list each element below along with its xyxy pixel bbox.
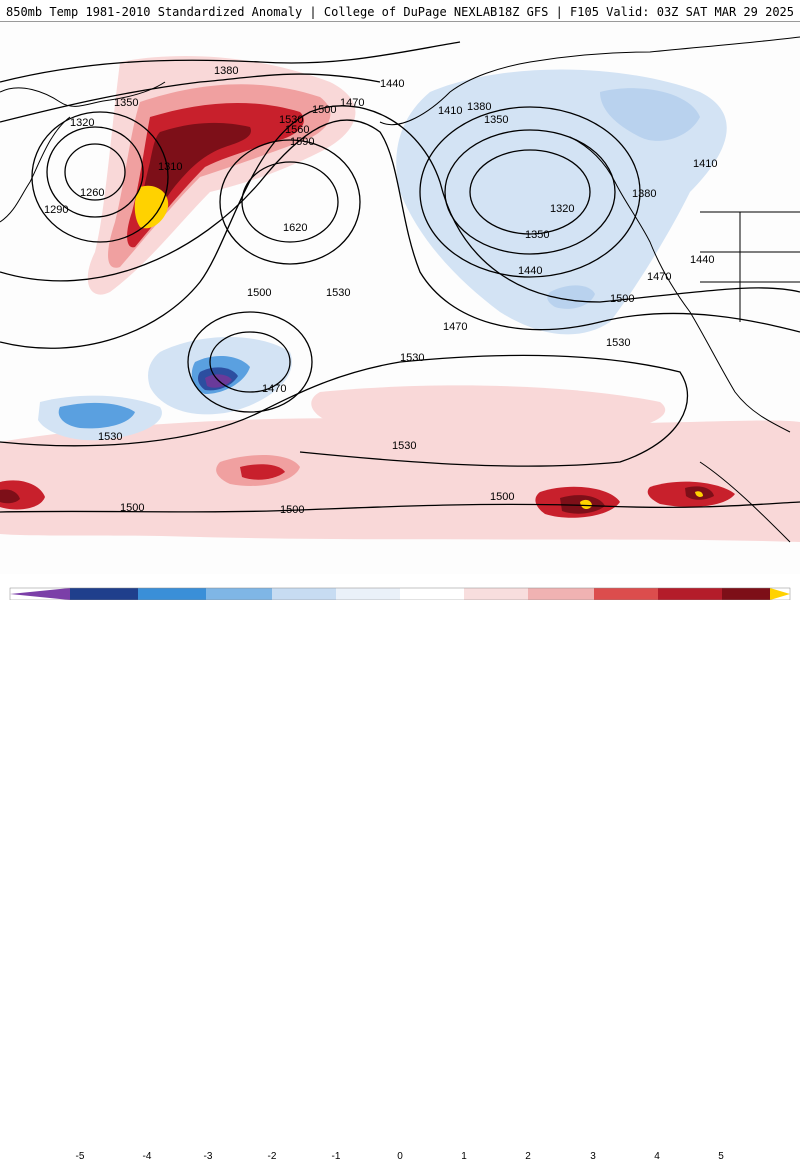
- contour-label: 1440: [380, 78, 404, 90]
- warm-anomaly-shading: [0, 56, 800, 542]
- contour-label: 1440: [690, 254, 714, 266]
- contour-label: 1500: [490, 491, 514, 503]
- legend-tick: -3: [203, 1151, 213, 1162]
- legend-color-swatch: [138, 588, 206, 600]
- legend-tick: -1: [331, 1151, 341, 1162]
- legend-color-swatch: [658, 588, 722, 600]
- legend-tick: 4: [654, 1151, 660, 1162]
- contour-label: 1260: [80, 187, 104, 199]
- contour-label: 1320: [70, 117, 94, 129]
- contour-label: 1560: [285, 124, 309, 136]
- map-title-bar: 850mb Temp 1981-2010 Standardized Anomal…: [0, 0, 800, 22]
- legend-tick: 5: [718, 1151, 724, 1162]
- legend-color-swatch: [528, 588, 594, 600]
- legend-color-swatch: [70, 588, 138, 600]
- legend-tick: 2: [525, 1151, 531, 1162]
- contour-label: 1470: [262, 383, 286, 395]
- legend-color-swatch: [770, 588, 790, 600]
- legend-color-swatch: [206, 588, 272, 600]
- height-contours: [0, 41, 800, 513]
- contour-label: 1380: [467, 101, 491, 113]
- contour-label: 1530: [98, 431, 122, 443]
- contour-label: 1500: [610, 293, 634, 305]
- legend-color-swatch: [594, 588, 658, 600]
- legend-tick: -2: [267, 1151, 277, 1162]
- contour-label: 1590: [290, 136, 314, 148]
- contour-label: 1410: [693, 158, 717, 170]
- contour-label: 1350: [114, 97, 138, 109]
- contour-label: 1380: [214, 65, 238, 77]
- contour-labels: 1380 1350 1320 1290 1260 1310 1500 1530 …: [44, 65, 717, 516]
- contour-label: 1500: [120, 502, 144, 514]
- contour-label: 1350: [484, 114, 508, 126]
- contour-label: 1470: [340, 97, 364, 109]
- contour-label: 1530: [392, 440, 416, 452]
- contour-label: 1620: [283, 222, 307, 234]
- contour-label: 1500: [280, 504, 304, 516]
- weather-map: 1380 1350 1320 1290 1260 1310 1500 1530 …: [0, 22, 800, 574]
- contour-label: 1530: [606, 337, 630, 349]
- legend-tick: -4: [142, 1151, 152, 1162]
- contour-label: 1310: [158, 161, 182, 173]
- legend-color-swatch: [336, 588, 400, 600]
- contour-label: 1500: [312, 104, 336, 116]
- legend-colorbar: [9, 587, 791, 601]
- legend-tick: 0: [397, 1151, 403, 1162]
- contour-label: 1350: [525, 229, 549, 241]
- contour-label: 1470: [443, 321, 467, 333]
- legend-color-swatch: [400, 588, 464, 600]
- legend-color-swatch: [464, 588, 528, 600]
- legend-color-swatch: [272, 588, 336, 600]
- legend-tick: -5: [75, 1151, 85, 1162]
- contour-label: 1470: [647, 271, 671, 283]
- contour-label: 1410: [438, 105, 462, 117]
- map-title: 850mb Temp 1981-2010 Standardized Anomal…: [6, 5, 498, 19]
- contour-label: 1500: [247, 287, 271, 299]
- model-run-info: 18Z GFS | F105 Valid: 03Z SAT MAR 29 202…: [497, 5, 794, 19]
- contour-label: 1440: [518, 265, 542, 277]
- legend-tick: 1: [461, 1151, 467, 1162]
- legend-color-swatch: [722, 588, 770, 600]
- anomaly-legend: -5 -4 -3 -2 -1 0 1 2 3 4 5: [0, 574, 800, 1162]
- contour-label: 1380: [632, 188, 656, 200]
- contour-label: 1530: [400, 352, 424, 364]
- contour-label: 1320: [550, 203, 574, 215]
- legend-color-swatch: [10, 588, 70, 600]
- cold-anomaly-shading: [38, 69, 727, 441]
- legend-tick: 3: [590, 1151, 596, 1162]
- map-canvas: 1380 1350 1320 1290 1260 1310 1500 1530 …: [0, 36, 800, 543]
- contour-label: 1530: [279, 114, 303, 126]
- contour-label: 1290: [44, 204, 68, 216]
- contour-label: 1530: [326, 287, 350, 299]
